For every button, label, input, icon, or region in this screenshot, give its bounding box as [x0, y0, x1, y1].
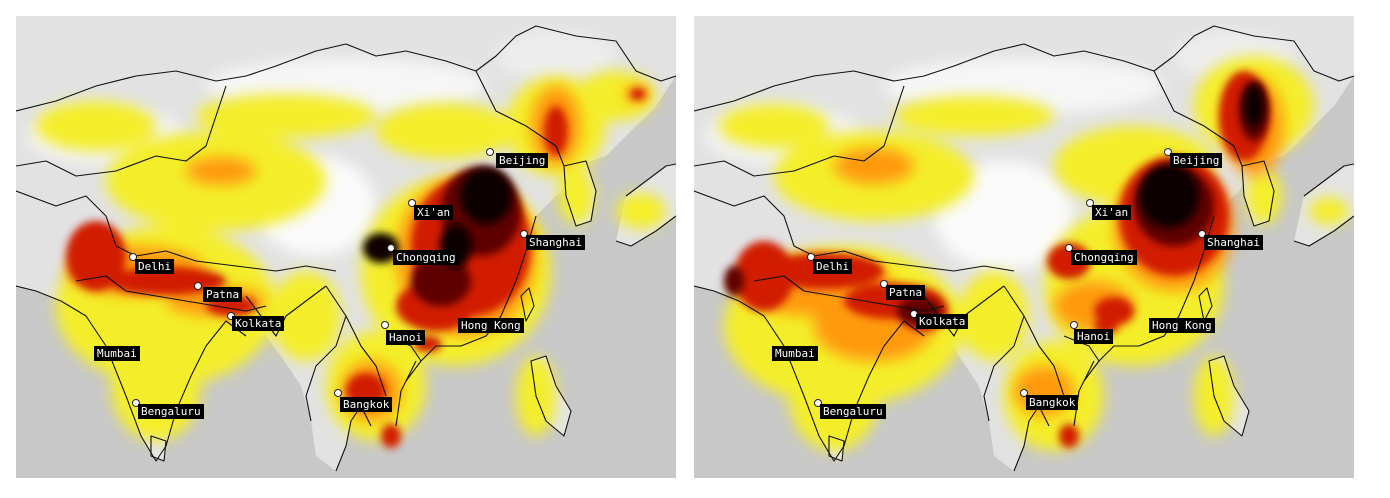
city-dot	[521, 231, 527, 237]
city-dot	[881, 281, 887, 287]
city-label-patna: Patna	[203, 287, 243, 302]
city-label-shanghai: Shanghai	[526, 235, 585, 250]
city-dot	[228, 313, 234, 319]
city-dot	[382, 322, 388, 328]
map-panel-right: Beijing Xi'an Shanghai Chongqing Delhi P…	[694, 16, 1354, 478]
concentration-black	[1139, 84, 1264, 228]
city-label-delhi: Delhi	[813, 259, 853, 274]
city-label-bengaluru: Bengaluru	[138, 404, 204, 419]
city-dot	[388, 245, 394, 251]
city-dot	[815, 400, 821, 406]
city-dot	[911, 311, 917, 317]
city-label-beijing: Beijing	[1170, 153, 1223, 168]
city-label-bangkok: Bangkok	[1026, 395, 1079, 410]
city-label-mumbai: Mumbai	[94, 346, 140, 361]
city-dot	[487, 149, 493, 155]
city-label-hong-kong: Hong Kong	[458, 318, 524, 333]
city-label-mumbai: Mumbai	[772, 346, 818, 361]
city-dot	[1087, 200, 1093, 206]
city-label-kolkata: Kolkata	[916, 314, 969, 329]
city-label-xian: Xi'an	[1092, 205, 1132, 220]
city-label-hanoi: Hanoi	[1074, 329, 1114, 344]
city-label-chongqing: Chongqing	[1071, 250, 1137, 265]
city-dot	[133, 400, 139, 406]
city-label-beijing: Beijing	[496, 153, 549, 168]
city-dot	[335, 390, 341, 396]
city-dot	[1066, 245, 1072, 251]
city-dot	[1199, 231, 1205, 237]
city-label-bangkok: Bangkok	[340, 397, 393, 412]
city-label-kolkata: Kolkata	[232, 316, 285, 331]
city-dot	[195, 283, 201, 289]
country-borders	[16, 25, 676, 472]
city-dot	[1021, 390, 1027, 396]
city-label-chongqing: Chongqing	[393, 250, 459, 265]
city-label-patna: Patna	[886, 285, 926, 300]
city-label-delhi: Delhi	[135, 259, 175, 274]
city-dot	[409, 200, 415, 206]
city-label-xian: Xi'an	[414, 205, 454, 220]
city-dot	[1071, 322, 1077, 328]
city-dot	[1165, 149, 1171, 155]
city-dot	[808, 254, 814, 260]
city-label-shanghai: Shanghai	[1204, 235, 1263, 250]
city-label-hong-kong: Hong Kong	[1149, 318, 1215, 333]
city-label-hanoi: Hanoi	[386, 330, 426, 345]
map-panel-left: Beijing Xi'an Shanghai Chongqing Delhi P…	[16, 16, 676, 478]
city-label-bengaluru: Bengaluru	[820, 404, 886, 419]
city-dot	[130, 254, 136, 260]
